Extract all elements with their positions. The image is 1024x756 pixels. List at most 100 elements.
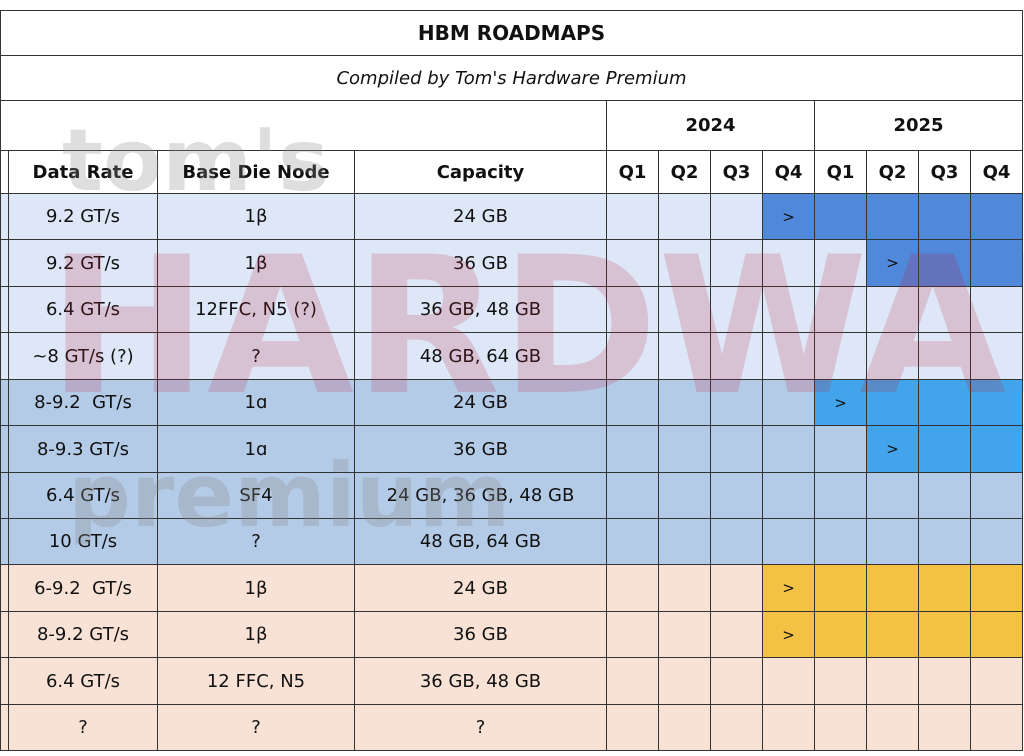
- timeline-bar: >: [814, 379, 867, 426]
- table-cell: 12 FFC, N5: [157, 657, 355, 705]
- table-cell: 10 GT/s: [8, 518, 158, 565]
- table-cell: ?: [354, 704, 607, 751]
- timeline-cell: [762, 286, 815, 333]
- timeline-cell: [762, 239, 815, 287]
- table-cell: 24 GB: [354, 564, 607, 612]
- timeline-cell: [866, 332, 919, 380]
- timeline-cell: [710, 472, 763, 519]
- table-cell: 8-9.3 GT/s: [8, 425, 158, 473]
- timeline-cell: [606, 472, 659, 519]
- table-cell: 36 GB: [354, 239, 607, 287]
- timeline-cell: [866, 286, 919, 333]
- timeline-cell: [762, 704, 815, 751]
- table-cell: SF4: [157, 472, 355, 519]
- timeline-bar: [866, 564, 919, 612]
- timeline-bar: [970, 239, 1023, 287]
- timeline-bar: [970, 611, 1023, 658]
- timeline-cell: [606, 239, 659, 287]
- quarter-header: Q3: [710, 150, 763, 194]
- timeline-cell: [918, 286, 971, 333]
- timeline-cell: [606, 704, 659, 751]
- timeline-bar: [970, 425, 1023, 473]
- timeline-cell: [866, 657, 919, 705]
- table-cell: 24 GB: [354, 193, 607, 240]
- table-cell: 48 GB, 64 GB: [354, 332, 607, 380]
- timeline-cell: [710, 286, 763, 333]
- table-cell: 8-9.2 GT/s: [8, 611, 158, 658]
- timeline-bar: [918, 193, 971, 240]
- quarter-header: Q1: [606, 150, 659, 194]
- table-cell: 36 GB: [354, 611, 607, 658]
- table-cell: 1β: [157, 611, 355, 658]
- timeline-cell: [710, 564, 763, 612]
- timeline-bar: [918, 379, 971, 426]
- timeline-bar: >: [866, 239, 919, 287]
- timeline-bar: [866, 193, 919, 240]
- table-cell: 12FFC, N5 (?): [157, 286, 355, 333]
- table-cell: 6.4 GT/s: [8, 657, 158, 705]
- quarter-header: Q2: [658, 150, 711, 194]
- timeline-cell: [710, 704, 763, 751]
- timeline-cell: [710, 425, 763, 473]
- timeline-bar: [918, 239, 971, 287]
- timeline-cell: [814, 332, 867, 380]
- timeline-cell: [658, 425, 711, 473]
- timeline-cell: [606, 332, 659, 380]
- timeline-bar: [866, 611, 919, 658]
- timeline-cell: [970, 704, 1023, 751]
- timeline-bar: >: [762, 193, 815, 240]
- table-cell: 24 GB: [354, 379, 607, 426]
- column-header: Base Die Node: [157, 150, 355, 194]
- subtitle: Compiled by Tom's Hardware Premium: [0, 55, 1023, 101]
- timeline-cell: [866, 704, 919, 751]
- timeline-cell: [762, 425, 815, 473]
- table-cell: 6-9.2 GT/s: [8, 564, 158, 612]
- timeline-bar: >: [762, 564, 815, 612]
- table-cell: 9.2 GT/s: [8, 239, 158, 287]
- timeline-cell: [970, 518, 1023, 565]
- table-cell: 1β: [157, 239, 355, 287]
- timeline-cell: [814, 472, 867, 519]
- column-header: Data Rate: [8, 150, 158, 194]
- timeline-bar: [918, 425, 971, 473]
- timeline-bar: [918, 564, 971, 612]
- timeline-cell: [762, 332, 815, 380]
- timeline-cell: [970, 657, 1023, 705]
- title: HBM ROADMAPS: [0, 10, 1023, 56]
- timeline-bar: [866, 379, 919, 426]
- timeline-bar: [970, 564, 1023, 612]
- timeline-cell: [710, 657, 763, 705]
- timeline-cell: [918, 518, 971, 565]
- timeline-cell: [710, 379, 763, 426]
- timeline-cell: [866, 518, 919, 565]
- timeline-cell: [658, 332, 711, 380]
- timeline-cell: [762, 657, 815, 705]
- table-cell: 48 GB, 64 GB: [354, 518, 607, 565]
- timeline-cell: [606, 379, 659, 426]
- blank-header: [0, 100, 607, 151]
- timeline-bar: [970, 193, 1023, 240]
- timeline-cell: [658, 379, 711, 426]
- table-cell: ~8 GT/s (?): [8, 332, 158, 380]
- quarter-header: Q2: [866, 150, 919, 194]
- timeline-cell: [866, 472, 919, 519]
- table-cell: 24 GB, 36 GB, 48 GB: [354, 472, 607, 519]
- column-header: Capacity: [354, 150, 607, 194]
- timeline-bar: [970, 379, 1023, 426]
- quarter-header: Q4: [762, 150, 815, 194]
- timeline-bar: [814, 193, 867, 240]
- timeline-cell: [814, 704, 867, 751]
- timeline-cell: [814, 425, 867, 473]
- timeline-cell: [658, 518, 711, 565]
- timeline-cell: [710, 332, 763, 380]
- timeline-cell: [762, 518, 815, 565]
- timeline-cell: [710, 239, 763, 287]
- table-cell: 36 GB: [354, 425, 607, 473]
- timeline-cell: [658, 704, 711, 751]
- table-cell: ?: [157, 332, 355, 380]
- timeline-cell: [710, 193, 763, 240]
- timeline-cell: [762, 472, 815, 519]
- timeline-cell: [606, 193, 659, 240]
- timeline-bar: >: [866, 425, 919, 473]
